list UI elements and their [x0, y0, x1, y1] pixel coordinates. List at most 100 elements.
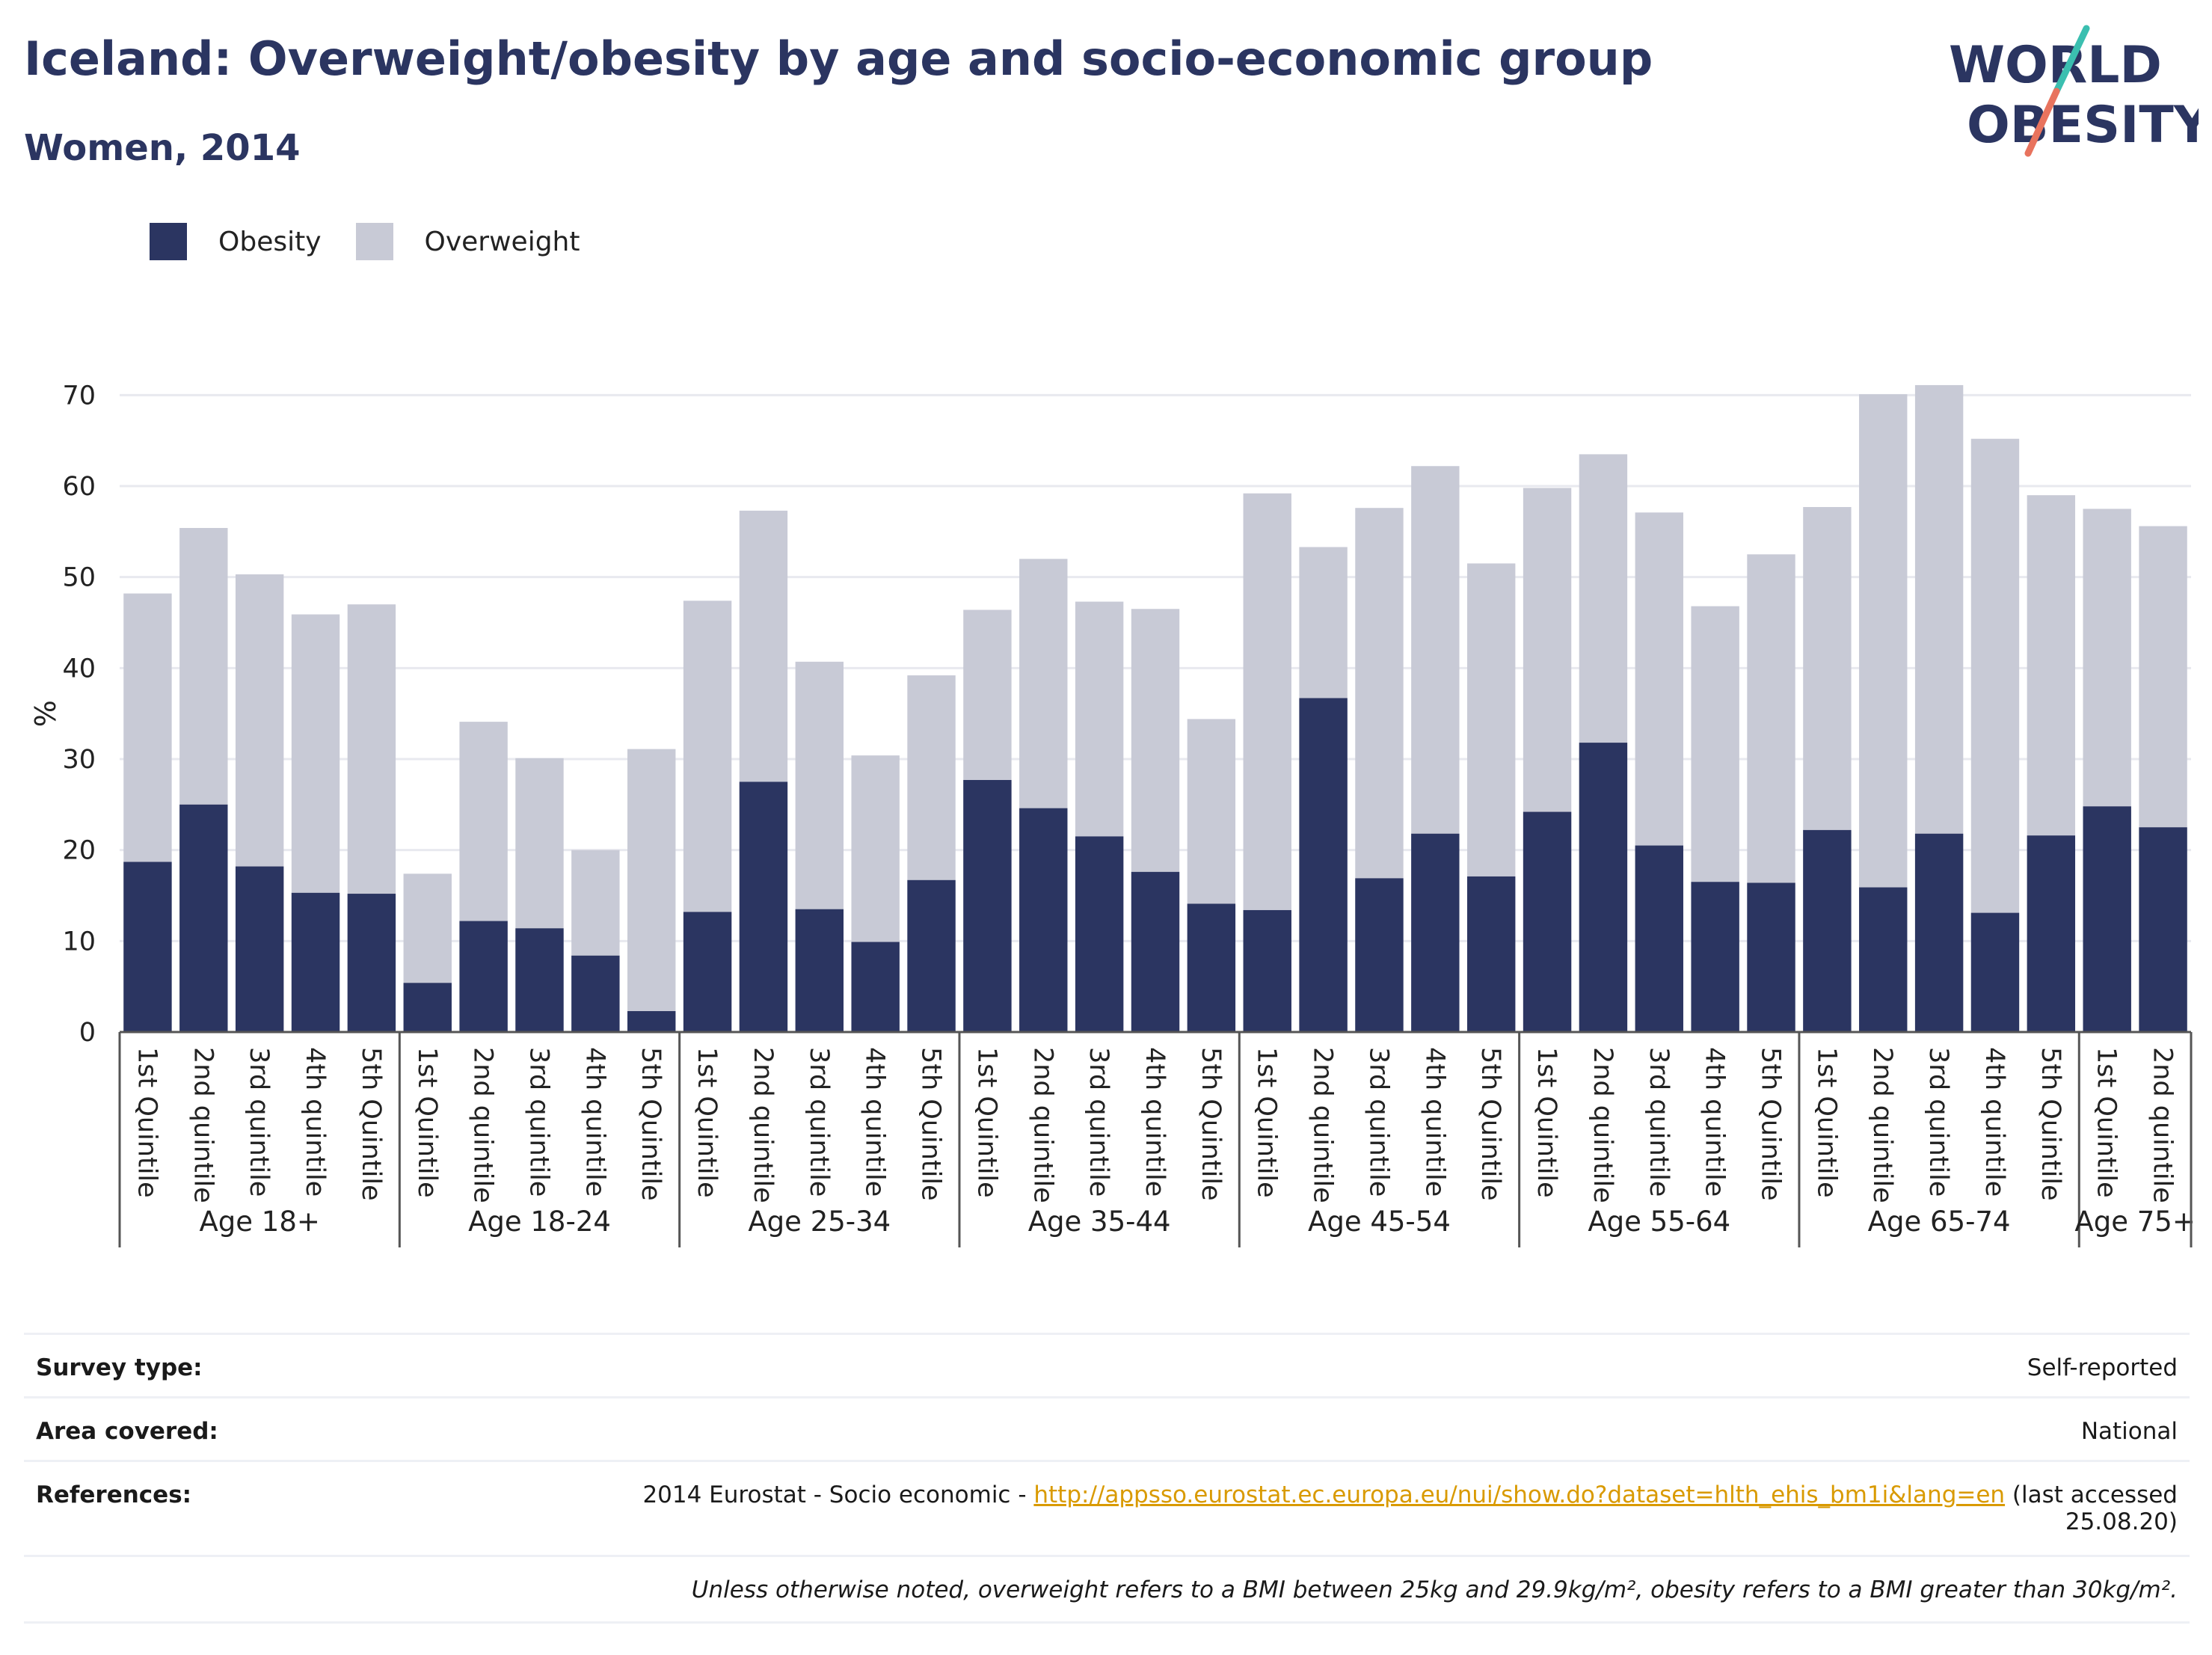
chart-legend: Obesity Overweight	[150, 223, 614, 260]
bar-obesity	[235, 866, 284, 1032]
x-tick-label: 2nd quintile	[1308, 1047, 1338, 1203]
x-tick-label: 3rd quintile	[804, 1047, 834, 1197]
bar-obesity	[963, 779, 1012, 1032]
bar-overweight	[627, 749, 676, 1032]
references-suffix: (last accessed	[2005, 1481, 2178, 1508]
bar-obesity	[1466, 876, 1516, 1032]
bar-obesity	[403, 983, 452, 1032]
x-tick-label: 1st Quintile	[1252, 1047, 1282, 1198]
chart-subtitle: Women, 2014	[24, 127, 301, 169]
x-tick-label: 1st Quintile	[1531, 1047, 1561, 1198]
bar-obesity	[1243, 909, 1291, 1032]
y-tick-label: 20	[62, 836, 96, 866]
references-date: 25.08.20)	[2065, 1508, 2178, 1535]
y-tick-label: 60	[62, 472, 96, 502]
x-tick-label: 5th Quintile	[2036, 1047, 2065, 1201]
logo-text-obesity: OBESITY	[1967, 96, 2199, 155]
bar-obesity	[1131, 871, 1180, 1032]
bar-obesity	[1075, 836, 1124, 1032]
group-label: Age 25-34	[748, 1206, 891, 1238]
y-tick-label: 0	[79, 1018, 96, 1048]
x-tick-label: 3rd quintile	[244, 1047, 274, 1197]
bar-obesity	[907, 879, 956, 1032]
bar-obesity	[851, 942, 900, 1032]
x-tick-label: 2nd quintile	[2148, 1047, 2178, 1203]
x-tick-label: 5th Quintile	[636, 1047, 666, 1201]
legend-label-overweight: Overweight	[424, 226, 580, 257]
x-tick-label: 5th Quintile	[1196, 1047, 1226, 1201]
y-axis-label: %	[29, 700, 62, 727]
x-tick-label: 5th Quintile	[1756, 1047, 1786, 1201]
x-tick-label: 2nd quintile	[1588, 1047, 1617, 1203]
bar-obesity	[347, 894, 396, 1032]
group-label: Age 18+	[199, 1206, 319, 1238]
survey-type-value: Self-reported	[2027, 1354, 2178, 1381]
group-label: Age 45-54	[1308, 1206, 1451, 1238]
info-row-area: Area covered: National	[24, 1396, 2190, 1460]
x-tick-label: 2nd quintile	[468, 1047, 498, 1203]
area-covered-value: National	[2080, 1418, 2178, 1445]
bar-obesity	[459, 921, 508, 1032]
x-tick-label: 1st Quintile	[132, 1047, 162, 1198]
x-tick-label: 3rd quintile	[523, 1047, 553, 1197]
info-row-references: References: 2014 Eurostat - Socio econom…	[24, 1460, 2190, 1555]
bar-obesity	[179, 804, 228, 1032]
x-tick-label: 2nd quintile	[188, 1047, 218, 1203]
bar-chart: 0 10 20 30 40 50 60 70% 1st Quintile 2nd quintile…	[29, 381, 2196, 1247]
y-tick-label: 50	[62, 563, 96, 593]
x-tick-label: 4th quintile	[1419, 1047, 1449, 1197]
x-tick-label: 5th Quintile	[1475, 1047, 1505, 1201]
y-tick-label: 70	[62, 381, 96, 411]
x-tick-label: 4th quintile	[300, 1047, 330, 1197]
bmi-definition-note: Unless otherwise noted, overweight refer…	[691, 1576, 2178, 1603]
x-tick-label: 4th quintile	[1979, 1047, 2009, 1197]
bar-obesity	[1803, 829, 1852, 1032]
world-obesity-logo: WORLD OBESITY	[1944, 22, 2211, 165]
legend-item-overweight: Overweight	[355, 223, 580, 260]
y-tick-label: 30	[62, 745, 96, 775]
logo-text-world: WORLD	[1949, 36, 2162, 95]
references-value: 2014 Eurostat - Socio economic - http://…	[642, 1481, 2178, 1555]
bar-obesity	[1187, 903, 1236, 1032]
legend-label-obesity: Obesity	[218, 226, 322, 257]
bar-obesity	[627, 1011, 676, 1032]
x-tick-label: 3rd quintile	[1923, 1047, 1953, 1197]
bar-obesity	[1691, 882, 1739, 1032]
legend-swatch-overweight	[355, 223, 393, 260]
bar-obesity	[1914, 833, 1964, 1032]
logo-slash-coral	[2024, 87, 2060, 157]
logo-slash-teal	[2053, 25, 2090, 95]
info-table: Survey type: Self-reported Area covered:…	[24, 1333, 2190, 1624]
x-tick-label: 4th quintile	[1700, 1047, 1730, 1197]
references-prefix: 2014 Eurostat - Socio economic -	[642, 1481, 1034, 1508]
bar-obesity	[571, 955, 620, 1032]
logo-graphic: WORLD OBESITY	[1949, 25, 2211, 157]
x-tick-label: 5th Quintile	[916, 1047, 946, 1201]
group-label: Age 75+	[2074, 1206, 2195, 1238]
bar-obesity	[1411, 833, 1460, 1032]
info-row-note: Unless otherwise noted, overweight refer…	[24, 1555, 2190, 1624]
chart-title: Iceland: Overweight/obesity by age and s…	[24, 31, 1653, 86]
group-label: Age 35-44	[1028, 1206, 1171, 1238]
info-row-survey-type: Survey type: Self-reported	[24, 1333, 2190, 1396]
bar-obesity	[2139, 827, 2187, 1032]
x-tick-label: 3rd quintile	[1084, 1047, 1113, 1197]
bar-obesity	[1970, 912, 2020, 1032]
x-tick-label: 4th quintile	[580, 1047, 609, 1197]
x-tick-label: 1st Quintile	[971, 1047, 1001, 1198]
x-tick-label: 2nd quintile	[748, 1047, 778, 1203]
bar-obesity	[2083, 806, 2131, 1032]
x-tick-label: 4th quintile	[1140, 1047, 1170, 1197]
x-tick-label: 4th quintile	[860, 1047, 890, 1197]
references-link[interactable]: http://appsso.eurostat.ec.europa.eu/nui/…	[1033, 1481, 2006, 1508]
x-tick-label: 1st Quintile	[2092, 1047, 2122, 1198]
x-tick-label: 1st Quintile	[692, 1047, 722, 1198]
x-tick-label: 2nd quintile	[1027, 1047, 1057, 1203]
y-tick-label: 10	[62, 927, 96, 957]
bar-obesity	[123, 862, 172, 1032]
x-tick-label: 1st Quintile	[1811, 1047, 1841, 1198]
x-tick-label: 3rd quintile	[1644, 1047, 1674, 1197]
bar-obesity	[1299, 698, 1348, 1032]
bar-obesity	[739, 782, 788, 1032]
bar-obesity	[1859, 887, 1908, 1032]
